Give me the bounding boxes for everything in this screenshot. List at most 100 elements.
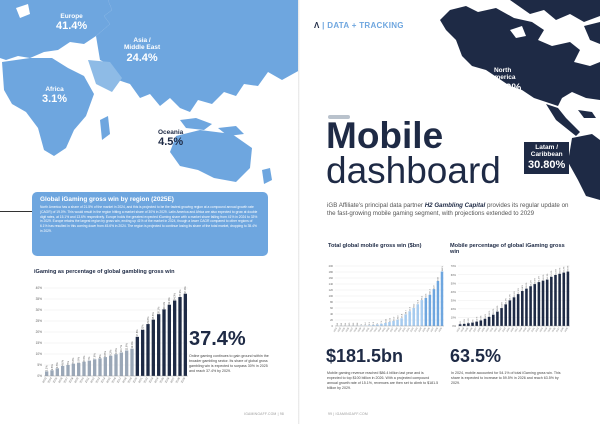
data-label: 57.4% [551,271,553,277]
data-label: 5.1% [476,317,478,322]
x-tick-label: 2019 [126,376,133,384]
y-tick-label: 10% [451,316,457,320]
data-label: 29.9% [510,294,512,300]
x-tick-label: 2005 [342,327,347,333]
bar [372,325,375,326]
x-tick-label: 2019 [398,327,403,333]
x-tick-label: 2021 [531,327,536,333]
x-tick-label: 2015 [105,376,112,384]
data-label: 5.6% [71,357,75,364]
bar [183,293,187,376]
data-label: 13.2 [389,317,391,322]
bar [541,280,545,326]
x-tick-label: 2008 [68,376,75,384]
x-tick-label: 2025 [423,327,428,333]
data-label: 16.8% [497,305,499,311]
bar [462,323,466,326]
bar [550,276,553,326]
x-tick-label: 2015 [507,327,512,333]
x-tick-label: 2009 [482,327,487,333]
chart-mobile-gross-win: 0204060801001201401601802000.220030.3200… [329,264,444,333]
data-label: 0.5 [349,322,351,326]
data-label: 104.1 [430,289,432,295]
x-tick-label: 2011 [490,327,494,333]
intro-emphasis: H2 Gambling Capital [424,202,486,209]
bar [167,304,171,376]
x-tick-label: 2012 [494,327,499,333]
stat1-description: Mobile gaming revenue reached $86.4 bill… [327,371,439,391]
x-tick-label: 2018 [519,327,524,333]
x-tick-label: 2029 [180,376,187,384]
data-label: 49.3 [409,306,411,311]
region-value: 41.4% [56,20,88,33]
bar [471,322,474,326]
data-label: 25.6% [151,312,155,320]
x-tick-label: 2006 [346,327,351,333]
world-map-europe-asia [0,0,300,184]
data-label: 25.3% [506,298,508,304]
x-tick-label: 2023 [414,327,419,333]
bar [368,325,371,326]
x-tick-label: 2026 [552,327,557,333]
accent-bar [328,115,350,119]
bar [504,304,507,326]
data-label: 35.9% [178,289,182,297]
data-label: 10.1 [385,318,387,323]
bar [392,320,395,326]
brand-label: DATA + TRACKING [327,21,404,30]
y-tick-label: 160 [329,276,334,280]
data-label: 20.9 [397,315,399,320]
data-label: 60.2 [414,303,416,308]
stat1-value: $181.5bn [326,346,404,366]
y-tick-label: 40% [451,290,457,294]
data-label: 3.2 [373,321,375,325]
headline-line2: dashboard [326,150,501,192]
region-value: 30.80% [528,158,566,171]
x-tick-label: 2006 [469,327,474,333]
bar [93,359,97,376]
y-tick-label: 20% [36,330,43,334]
x-tick-label: 2011 [84,376,91,383]
x-tick-label: 2009 [358,327,363,333]
bar [566,271,570,326]
data-label: 21% [140,324,144,330]
y-tick-label: 25% [36,319,43,323]
bar [135,336,139,376]
data-label: 8.4% [485,314,487,319]
bar [376,324,379,326]
x-tick-label: 2014 [378,327,383,333]
x-tick-label: 2004 [461,327,466,333]
y-tick-label: 40% [36,286,43,290]
x-tick-label: 2027 [169,376,176,384]
region-europe: Europe 41.4% [56,13,87,33]
bar [61,365,65,376]
brand-logo-mark: Ʌ [314,21,320,30]
bar [440,271,444,326]
data-label: 4.6% [60,359,64,366]
data-label: 59.5% [555,269,557,275]
stat-value: 37.4% [189,328,246,350]
x-tick-label: 2024 [418,327,423,333]
x-tick-label: 2008 [477,327,482,333]
data-label: 63.5% [568,265,570,271]
x-tick-label: 2011 [366,327,370,333]
data-label: 38.7 [405,309,407,314]
bar [55,368,59,376]
data-label: 10.7% [119,344,123,352]
region-name: Asia / Middle East [124,37,161,52]
data-label: 30.3% [162,301,166,309]
x-tick-label: 2022 [410,327,415,333]
x-tick-label: 2003 [41,376,48,384]
data-label: 1 [361,324,363,326]
data-label: 34.3% [172,292,176,300]
x-tick-label: 2009 [73,376,80,384]
bar [487,316,491,326]
world-map-americas [440,0,600,200]
page-headline: Mobile dashboard [326,117,501,192]
region-callout: Global iGaming gross win by region (2025… [32,192,268,256]
region-latam: Latam / Caribbean 30.80% [524,142,570,174]
data-label: 0.6 [353,322,355,326]
x-tick-label: 2014 [502,327,507,333]
y-tick-label: 35% [36,297,43,301]
y-tick-label: 70% [451,264,457,268]
